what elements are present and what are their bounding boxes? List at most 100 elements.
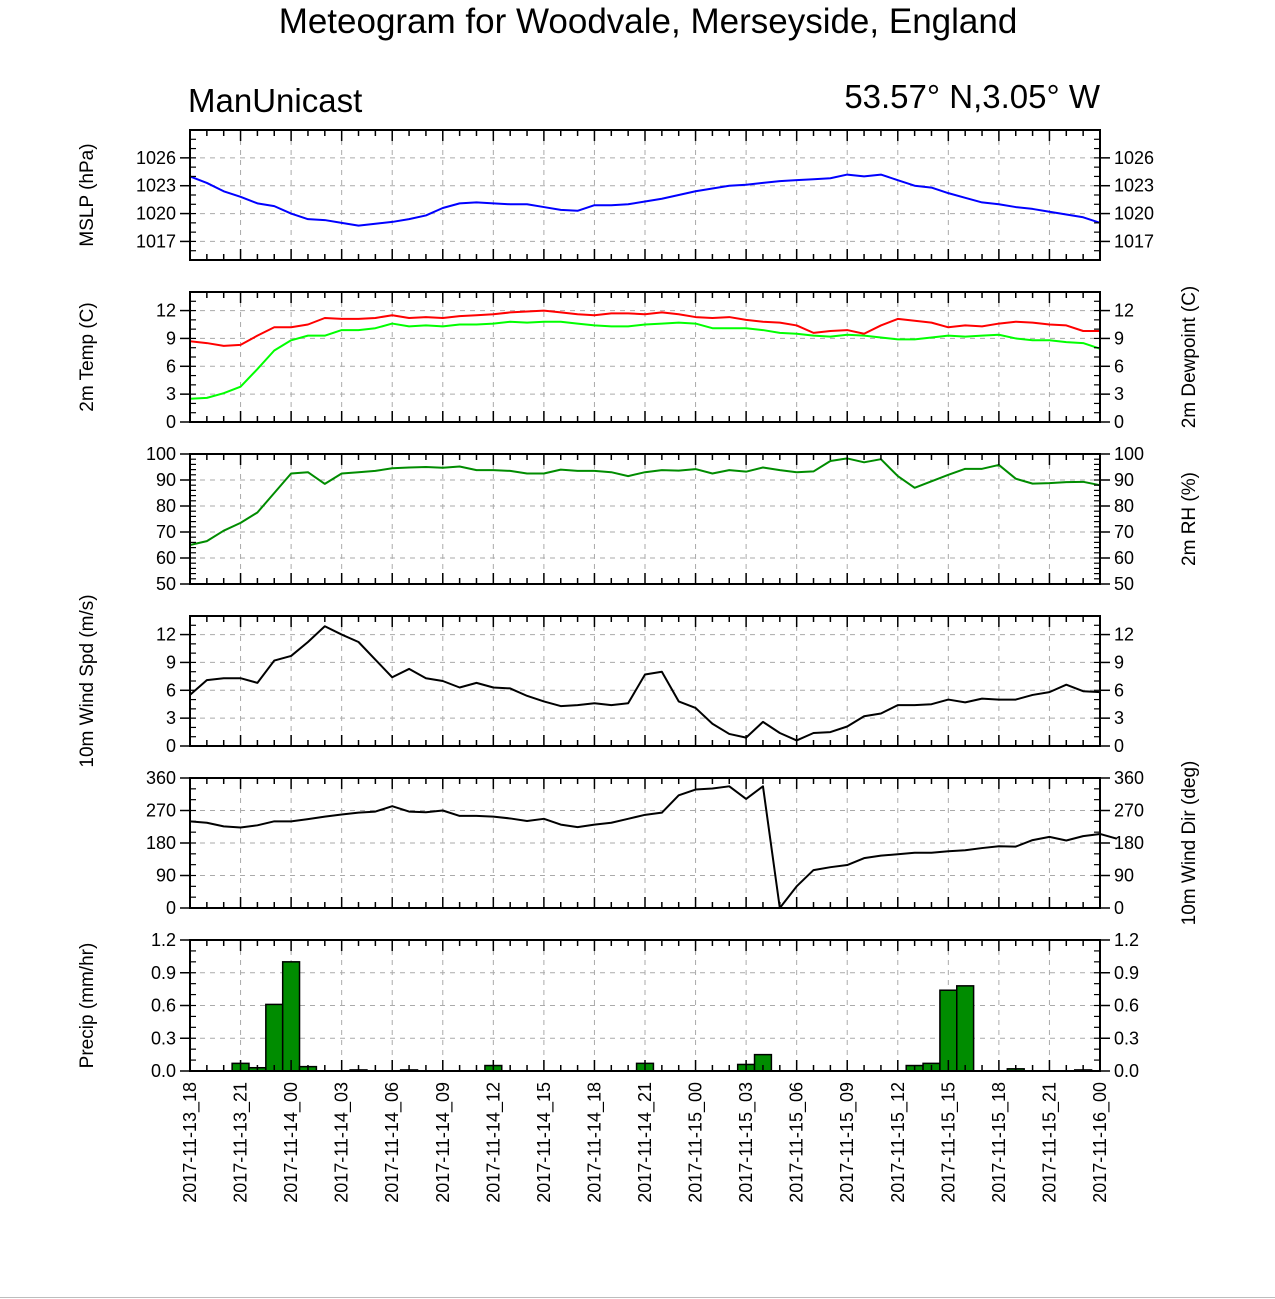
y-tick-label-left: 0 (166, 736, 176, 756)
y-axis-label-right: 2m RH (%) (1179, 472, 1200, 566)
x-tick-label: 2017-11-15_00 (686, 1082, 707, 1203)
y-tick-label-left: 90 (156, 866, 176, 886)
precip-bar (265, 1003, 284, 1072)
model-name: ManUnicast (188, 82, 362, 119)
y-tick-label-left: 1023 (136, 176, 176, 196)
x-tick-label: 2017-11-14_09 (433, 1082, 454, 1203)
y-tick-label-right: 50 (1114, 574, 1134, 594)
y-tick-label-right: 90 (1114, 470, 1134, 490)
series-line-2m-rh (189, 457, 1101, 546)
y-tick-label-right: 12 (1114, 625, 1134, 645)
y-tick-label-left: 270 (146, 801, 176, 821)
y-tick-label-right: 90 (1114, 866, 1134, 886)
y-tick-label-right: 360 (1114, 768, 1144, 788)
y-tick-label-right: 1020 (1114, 204, 1154, 224)
x-tick-label: 2017-11-14_18 (584, 1082, 605, 1203)
y-axis-label-left: 10m Wind Spd (m/s) (77, 594, 98, 767)
panel-wind_dir: 0 0 90 90 180 180 270 270 360 360 10m Wind Dir (de… (146, 761, 1200, 926)
y-tick-label-right: 0 (1114, 736, 1124, 756)
y-tick-label-left: 0.0 (151, 1061, 176, 1081)
y-tick-label-right: 1.2 (1114, 930, 1139, 950)
y-tick-label-right: 0.3 (1114, 1028, 1139, 1048)
y-tick-label-left: 12 (156, 301, 176, 321)
y-axis-label-right: 10m Wind Dir (deg) (1179, 761, 1200, 926)
y-tick-label-right: 0.6 (1114, 996, 1139, 1016)
y-tick-label-right: 6 (1114, 356, 1124, 376)
y-axis-label-right: 2m Dewpoint (C) (1179, 286, 1200, 429)
panels-group: 1017 1017 1020 1020 1023 1023 1026 1026 MSLP (hP… (77, 129, 1200, 1081)
y-tick-label-left: 70 (156, 522, 176, 542)
y-tick-label-left: 1.2 (151, 930, 176, 950)
y-tick-label-right: 60 (1114, 548, 1134, 568)
series-line-mslp (189, 173, 1101, 227)
x-tick-label: 2017-11-13_18 (180, 1082, 201, 1203)
x-tick-label: 2017-11-14_15 (534, 1082, 555, 1203)
y-tick-label-right: 180 (1114, 833, 1144, 853)
panel-rh: 50 50 60 60 70 70 80 80 90 90 100 100 2m RH (%) (146, 444, 1200, 594)
y-tick-label-right: 9 (1114, 328, 1124, 348)
y-tick-label-left: 0.6 (151, 996, 176, 1016)
y-tick-label-left: 100 (146, 444, 176, 464)
series-line-2m-temp (189, 309, 1100, 347)
location-coords: 53.57° N,3.05° W (844, 78, 1101, 115)
y-tick-label-left: 180 (146, 833, 176, 853)
y-tick-label-left: 0.3 (151, 1028, 176, 1048)
y-tick-label-left: 12 (156, 625, 176, 645)
bottom-border (0, 1297, 1275, 1298)
panel-wind_spd: 0 0 3 3 6 6 9 9 12 12 10m Wind Spd (m/s) (77, 594, 1134, 767)
panel-mslp: 1017 1017 1020 1020 1023 1023 1026 1026 MSLP (hP… (77, 129, 1154, 261)
y-axis-label-left: Precip (mm/hr) (77, 943, 98, 1069)
y-tick-label-left: 1017 (136, 231, 176, 251)
precip-bar (281, 961, 301, 1072)
y-tick-label-right: 6 (1114, 680, 1124, 700)
y-tick-label-left: 0 (166, 412, 176, 432)
y-tick-label-right: 100 (1114, 444, 1144, 464)
y-tick-label-right: 70 (1114, 522, 1134, 542)
y-tick-label-right: 80 (1114, 496, 1134, 516)
panel-precip: 0.0 0.0 0.3 0.3 0.6 0.6 0.9 0.9 1.2 1.2 Precip (mm… (77, 930, 1139, 1081)
y-tick-label-left: 6 (166, 680, 176, 700)
x-tick-label: 2017-11-13_21 (231, 1082, 252, 1203)
y-tick-label-right: 0.9 (1114, 963, 1139, 983)
y-tick-label-right: 9 (1114, 652, 1124, 672)
series-line-10m-wind-dir (189, 785, 1118, 909)
y-axis-label-left: MSLP (hPa) (77, 143, 98, 246)
panel-temp: 0 0 3 3 6 6 9 9 12 12 2m Temp (C) 2m Dewpoint (C) (77, 286, 1200, 432)
y-tick-label-left: 1020 (136, 204, 176, 224)
x-tick-label: 2017-11-14_06 (382, 1082, 403, 1203)
x-tick-label: 2017-11-15_21 (1039, 1082, 1060, 1203)
y-tick-label-left: 9 (166, 652, 176, 672)
chart-title: Meteogram for Woodvale, Merseyside, Engl… (279, 2, 1018, 41)
x-tick-label: 2017-11-15_12 (888, 1082, 909, 1203)
x-tick-label: 2017-11-15_18 (989, 1082, 1010, 1203)
y-tick-label-right: 0 (1114, 898, 1124, 918)
x-tick-label: 2017-11-15_06 (787, 1082, 808, 1203)
y-tick-label-right: 1026 (1114, 148, 1154, 168)
x-tick-label: 2017-11-14_21 (635, 1082, 656, 1203)
y-tick-label-right: 1023 (1114, 176, 1154, 196)
x-tick-label: 2017-11-15_03 (736, 1082, 757, 1203)
y-tick-label-left: 50 (156, 574, 176, 594)
y-tick-label-right: 3 (1114, 384, 1124, 404)
precip-bar (939, 989, 958, 1072)
y-tick-label-right: 12 (1114, 301, 1134, 321)
y-tick-label-left: 60 (156, 548, 176, 568)
y-tick-label-left: 9 (166, 328, 176, 348)
precip-bar (956, 985, 975, 1072)
y-tick-label-right: 1017 (1114, 231, 1154, 251)
series-line-10m-wind-spd (189, 625, 1101, 742)
x-axis: 2017-11-13_18 2017-11-13_21 2017-11-14_00 2… (180, 1082, 1111, 1203)
x-tick-label: 2017-11-14_12 (483, 1082, 504, 1203)
y-axis-label-left: 2m Temp (C) (77, 302, 98, 411)
x-tick-label: 2017-11-15_09 (837, 1082, 858, 1203)
y-tick-label-left: 360 (146, 768, 176, 788)
y-tick-label-right: 0 (1114, 412, 1124, 432)
y-tick-label-left: 80 (156, 496, 176, 516)
y-tick-label-left: 0.9 (151, 963, 176, 983)
x-tick-label: 2017-11-14_00 (281, 1082, 302, 1203)
y-tick-label-left: 3 (166, 384, 176, 404)
y-tick-label-left: 6 (166, 356, 176, 376)
y-tick-label-right: 270 (1114, 801, 1144, 821)
y-tick-label-right: 0.0 (1114, 1061, 1139, 1081)
